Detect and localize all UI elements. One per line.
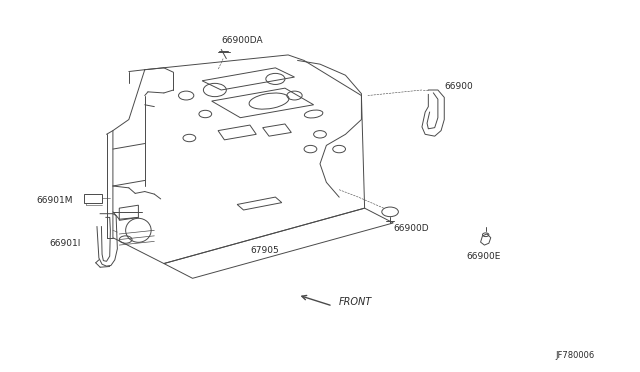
- Text: 66900D: 66900D: [394, 224, 429, 233]
- Text: JF780006: JF780006: [556, 351, 595, 360]
- Text: 66901M: 66901M: [36, 196, 73, 205]
- Text: 67905: 67905: [250, 246, 278, 255]
- Text: 66900DA: 66900DA: [221, 36, 263, 45]
- Text: 66900E: 66900E: [467, 251, 501, 261]
- Text: 66901I: 66901I: [49, 239, 81, 248]
- Text: 66900: 66900: [444, 82, 473, 91]
- Text: FRONT: FRONT: [339, 297, 372, 307]
